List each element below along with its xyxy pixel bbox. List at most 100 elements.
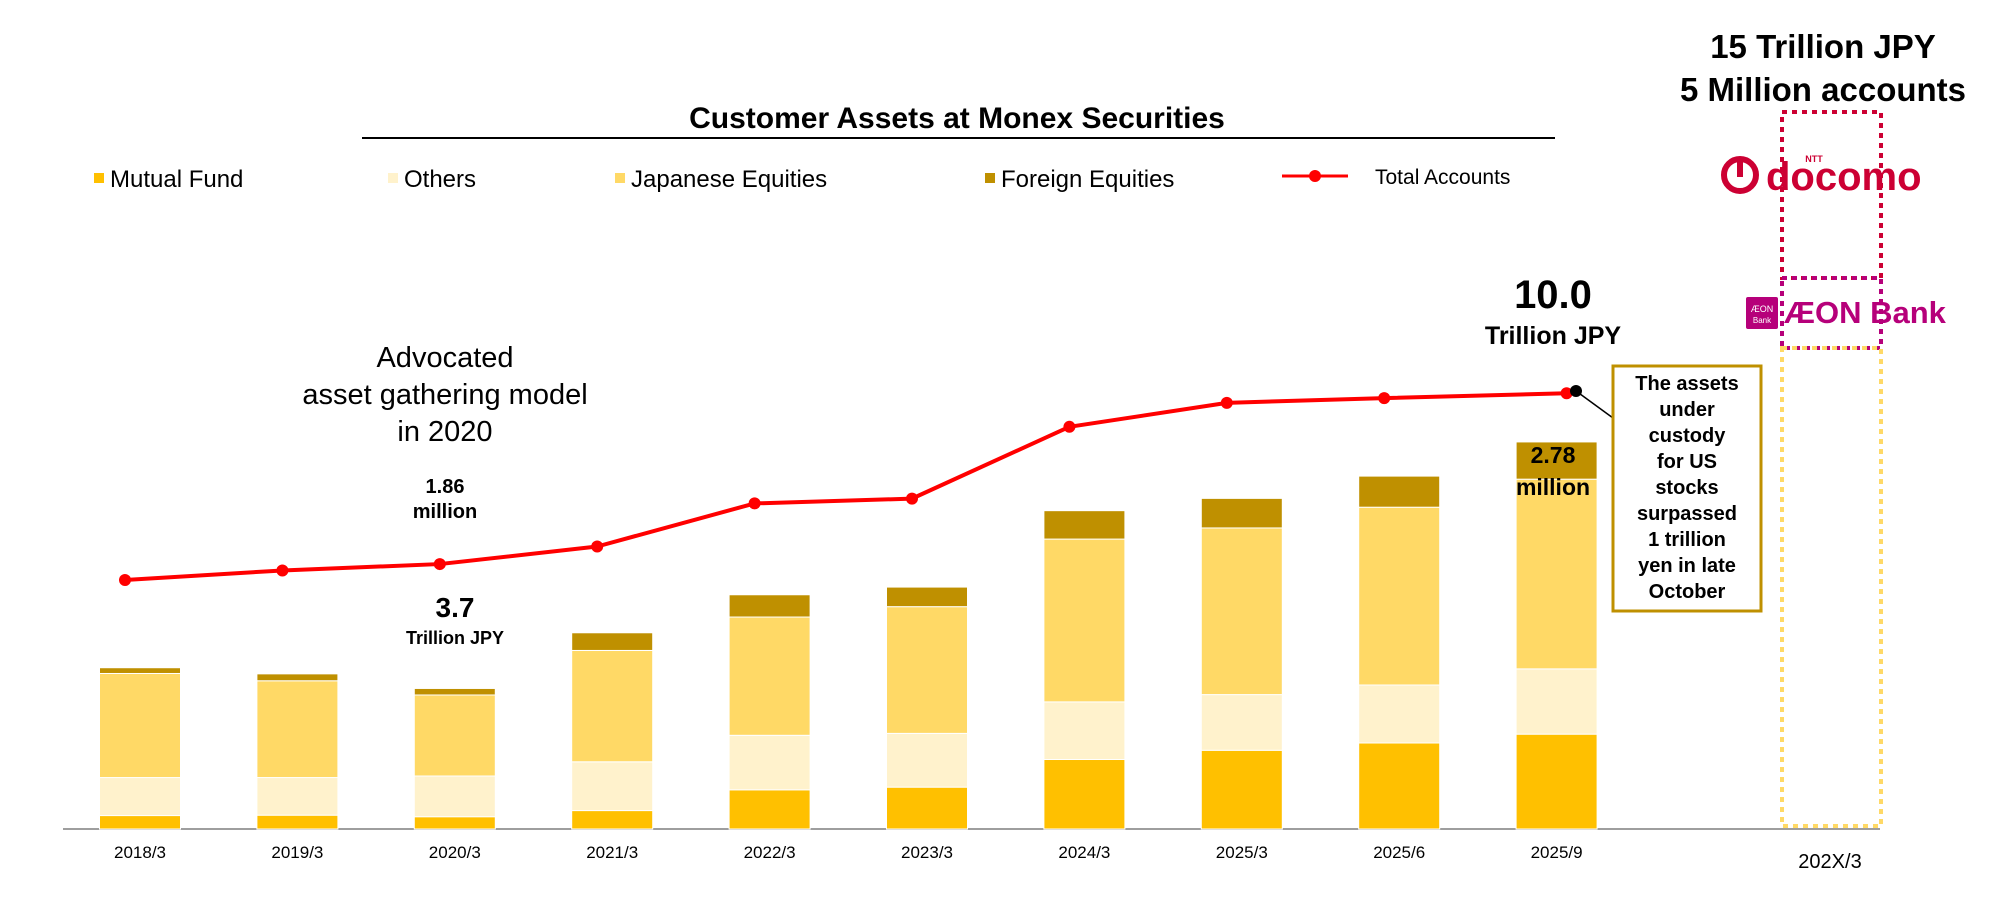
bar-foreign-equities-2023-3 xyxy=(886,586,968,608)
bar-others-2018-3 xyxy=(99,777,181,817)
accounts-latest-unit: million xyxy=(1516,474,1590,500)
callout-text: The assets under custody for US stocks surpas… xyxy=(1635,373,1738,603)
aeon-bank-icon xyxy=(1746,297,1778,329)
bar-others-2023-3 xyxy=(886,732,968,788)
model-annotation-line2: asset gathering model xyxy=(302,379,587,411)
bar-foreign-equities-2019-3 xyxy=(256,673,339,682)
total-accounts-point-2024-3 xyxy=(1063,420,1076,433)
legend-swatch-others xyxy=(388,173,398,183)
assets-latest-unit: Trillion JPY xyxy=(1485,322,1621,350)
bar-foreign-equities-2024-3 xyxy=(1043,510,1126,540)
bar-foreign-equities-2021-3 xyxy=(571,632,654,651)
total-accounts-point-2025-6 xyxy=(1378,392,1391,405)
x-tick-2019-3: 2019/3 xyxy=(271,843,323,862)
bar-japanese-equities-2021-3 xyxy=(571,649,654,763)
callout-line-6: surpassed xyxy=(1637,503,1737,525)
future-bar xyxy=(1780,110,1883,828)
x-tick-2025-3: 2025/3 xyxy=(1216,843,1268,862)
bar-others-2024-3 xyxy=(1043,701,1126,760)
x-tick-2025-6: 2025/6 xyxy=(1373,843,1425,862)
accounts-2020-unit: million xyxy=(413,501,477,523)
total-accounts-point-2022-3 xyxy=(748,497,761,510)
callout-line-1: The assets xyxy=(1635,373,1738,395)
bar-japanese-equities-2025-3 xyxy=(1200,527,1283,696)
assets-2020-value: 3.7 xyxy=(436,592,475,623)
bar-foreign-equities-2020-3 xyxy=(413,687,496,696)
x-tick-2022-3: 2022/3 xyxy=(744,843,796,862)
accounts-2020-value: 1.86 xyxy=(426,476,465,498)
aeon-bank-icon-sub: Bank xyxy=(1753,316,1772,325)
callout-box xyxy=(1611,364,1763,613)
bar-mutual-fund-2025-9 xyxy=(1515,733,1598,830)
legend-label-total-accounts: Total Accounts xyxy=(1375,166,1510,189)
bar-foreign-equities-2025-6 xyxy=(1358,475,1441,508)
target-accounts-text: 5 Million accounts xyxy=(1680,71,1966,108)
bar-mutual-fund-2018-3 xyxy=(99,815,181,830)
callout-line-5: stocks xyxy=(1655,477,1718,499)
legend-swatch-mutual-fund xyxy=(94,173,104,183)
total-accounts-polyline xyxy=(124,391,1567,583)
callout-line-7: 1 trillion xyxy=(1648,529,1726,551)
model-annotation-line1: Advocated xyxy=(376,342,513,374)
x-tick-labels: 2018/3 2019/3 2020/3 2021/3 2022/3 2023/3 2024… xyxy=(114,843,1583,862)
legend: Mutual Fund Others Japanese Equities For… xyxy=(94,166,1510,193)
bar-others-2020-3 xyxy=(413,775,496,818)
aeon-bank-wordmark: ÆON Bank xyxy=(1784,295,1947,330)
legend-label-mutual-fund: Mutual Fund xyxy=(110,166,243,193)
callout-line-8: yen in late xyxy=(1638,555,1736,577)
callout-pointer-dot xyxy=(1570,385,1582,397)
bar-japanese-equities-2022-3 xyxy=(728,616,811,736)
legend-swatch-japanese-equities xyxy=(615,173,625,183)
future-segment-docomo xyxy=(1780,110,1883,280)
bar-japanese-equities-2020-3 xyxy=(413,694,496,777)
total-accounts-point-2025-3 xyxy=(1220,396,1233,409)
assets-2020-unit: Trillion JPY xyxy=(406,628,504,648)
docomo-logo: NTT docomo xyxy=(1721,154,1922,199)
bar-mutual-fund-2021-3 xyxy=(571,810,654,830)
docomo-logo-super: NTT xyxy=(1805,154,1823,164)
bar-japanese-equities-2018-3 xyxy=(99,672,181,779)
callout-pointer xyxy=(1575,390,1614,419)
bar-mutual-fund-2025-3 xyxy=(1200,749,1283,830)
callout-line-3: custody xyxy=(1649,425,1727,447)
bar-others-2022-3 xyxy=(728,734,811,791)
aeon-bank-logo: ÆON Bank ÆON Bank xyxy=(1746,295,1947,330)
assets-latest-value: 10.0 xyxy=(1514,273,1592,317)
bar-japanese-equities-2025-9 xyxy=(1515,478,1598,670)
bar-mutual-fund-2020-3 xyxy=(413,816,496,830)
accounts-latest-value: 2.78 xyxy=(1531,442,1576,468)
legend-label-others: Others xyxy=(404,166,476,193)
bar-foreign-equities-2018-3 xyxy=(99,667,181,674)
total-accounts-point-2018-3 xyxy=(119,574,131,587)
bar-japanese-equities-2024-3 xyxy=(1043,538,1126,703)
callout-line-9: October xyxy=(1649,581,1726,603)
bar-others-2025-6 xyxy=(1358,684,1441,744)
legend-marker-total-accounts xyxy=(1309,170,1321,182)
x-tick-2024-3: 2024/3 xyxy=(1058,843,1110,862)
x-tick-future: 202X/3 xyxy=(1798,851,1861,873)
bar-japanese-equities-2025-6 xyxy=(1358,506,1441,686)
x-tick-2023-3: 2023/3 xyxy=(901,843,953,862)
bar-mutual-fund-2024-3 xyxy=(1043,758,1126,830)
target-assets-text: 15 Trillion JPY xyxy=(1710,28,1936,65)
bar-foreign-equities-2025-9 xyxy=(1515,441,1598,480)
total-accounts-point-2023-3 xyxy=(906,492,918,505)
legend-label-japanese-equities: Japanese Equities xyxy=(631,166,827,193)
x-tick-2020-3: 2020/3 xyxy=(429,843,481,862)
bar-mutual-fund-2019-3 xyxy=(256,814,339,830)
docomo-logo-ring xyxy=(1721,156,1759,194)
total-accounts-point-2025-9 xyxy=(1560,387,1573,400)
bar-japanese-equities-2023-3 xyxy=(886,606,968,734)
bar-others-2025-3 xyxy=(1200,694,1283,751)
total-accounts-point-2019-3 xyxy=(276,564,289,577)
total-accounts-point-2020-3 xyxy=(433,558,446,571)
x-tick-2018-3: 2018/3 xyxy=(114,843,166,862)
bar-others-2025-9 xyxy=(1515,668,1598,735)
x-tick-2025-9: 2025/9 xyxy=(1531,843,1583,862)
bar-others-2021-3 xyxy=(571,761,654,812)
bar-foreign-equities-2025-3 xyxy=(1200,497,1283,529)
x-tick-2021-3: 2021/3 xyxy=(586,843,638,862)
legend-label-foreign-equities: Foreign Equities xyxy=(1001,166,1174,193)
